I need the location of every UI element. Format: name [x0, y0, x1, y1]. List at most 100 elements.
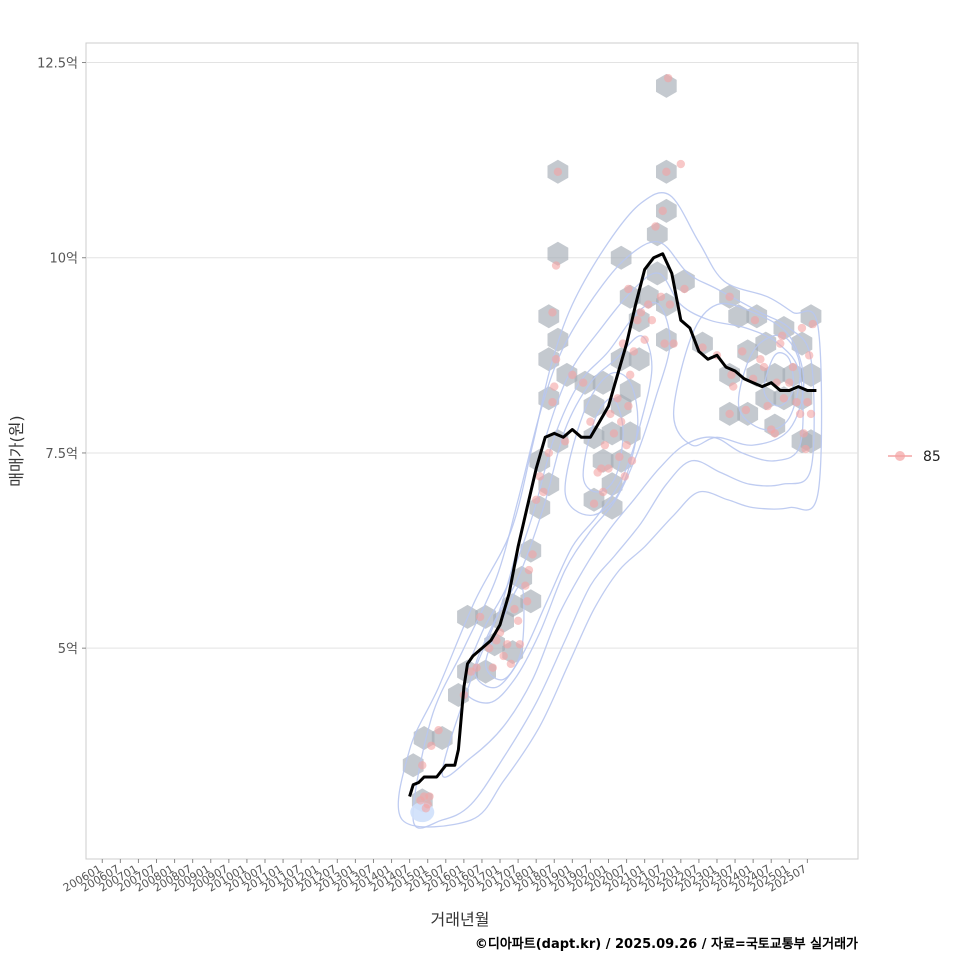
- data-point: [427, 741, 436, 750]
- data-point: [544, 448, 554, 458]
- data-point: [506, 659, 516, 668]
- data-point: [785, 378, 794, 387]
- data-point: [725, 292, 734, 301]
- data-point: [797, 323, 807, 333]
- hex-bin: [547, 241, 569, 266]
- data-point: [484, 643, 494, 653]
- contour-7: [564, 371, 639, 517]
- contour-5: [474, 335, 653, 689]
- contour-1: [397, 192, 823, 828]
- data-point: [578, 378, 588, 387]
- data-point: [725, 409, 734, 419]
- data-point: [418, 761, 427, 770]
- data-point: [804, 351, 814, 360]
- data-point: [524, 565, 534, 575]
- data-point: [551, 261, 561, 270]
- data-point: [676, 159, 686, 169]
- data-point: [510, 604, 519, 614]
- data-point: [515, 640, 525, 649]
- y-axis-title: 매매가(원): [7, 415, 26, 486]
- data-point: [627, 456, 637, 465]
- data-point: [763, 401, 772, 411]
- data-point: [777, 331, 787, 341]
- data-point: [750, 316, 760, 325]
- data-point: [616, 417, 626, 426]
- data-point: [425, 792, 434, 801]
- data-point: [548, 397, 557, 407]
- hex-bin: [592, 370, 614, 395]
- data-point: [622, 440, 631, 450]
- data-point: [528, 550, 537, 559]
- scatter-points: [416, 73, 818, 813]
- data-point: [656, 292, 666, 301]
- data-point: [629, 347, 639, 356]
- data-point: [633, 316, 642, 325]
- data-point: [434, 725, 443, 735]
- data-point: [613, 394, 622, 403]
- hex-bin: [475, 604, 496, 629]
- hex-bin: [800, 362, 822, 387]
- data-point: [806, 409, 816, 419]
- data-point: [741, 405, 751, 415]
- data-point: [640, 335, 649, 344]
- data-point: [472, 663, 481, 672]
- data-point: [795, 409, 805, 419]
- data-point: [423, 800, 432, 809]
- data-point: [665, 300, 675, 309]
- data-point: [521, 581, 530, 590]
- data-point: [604, 464, 613, 473]
- y-axis-ticks: 5억 7.5억 10억 12.5억: [37, 57, 86, 657]
- data-point: [550, 382, 559, 391]
- hex-bin: [601, 472, 623, 497]
- contour-2: [412, 241, 815, 829]
- hex-bin: [547, 327, 569, 352]
- data-point: [779, 394, 789, 403]
- data-point: [548, 308, 557, 317]
- data-point: [756, 355, 765, 364]
- data-point: [729, 382, 738, 391]
- data-point: [560, 437, 570, 446]
- data-point: [647, 316, 657, 325]
- data-point: [539, 487, 548, 497]
- data-point: [776, 339, 785, 348]
- data-point: [651, 222, 660, 231]
- data-point: [606, 409, 615, 419]
- data-point: [551, 355, 561, 364]
- contour-9: [672, 302, 805, 447]
- legend: 85: [888, 449, 941, 465]
- hex-bin: [583, 425, 605, 450]
- data-point: [801, 444, 810, 454]
- data-point: [503, 640, 512, 649]
- data-point: [808, 319, 818, 329]
- data-point: [513, 616, 523, 626]
- data-point: [669, 339, 678, 348]
- data-point: [658, 206, 667, 216]
- caption: ©디아파트(dapt.kr) / 2025.09.26 / 자료=국토교통부 실…: [475, 936, 858, 952]
- data-point: [770, 429, 780, 438]
- data-point: [488, 663, 497, 672]
- data-point: [475, 612, 485, 622]
- trend-line: [408, 252, 817, 797]
- hex-bin: [737, 339, 759, 364]
- plot-panel: [85, 42, 859, 860]
- data-point: [792, 397, 801, 407]
- data-point: [620, 472, 629, 481]
- y-tick-label: 7.5억: [45, 447, 78, 462]
- hex-bin: [601, 495, 623, 520]
- hex-bin: [728, 304, 750, 329]
- y-tick-label: 5억: [58, 642, 78, 657]
- data-point: [597, 464, 606, 473]
- data-point: [799, 429, 808, 438]
- moving-average-line: [408, 252, 817, 797]
- data-point: [499, 651, 508, 661]
- data-point: [586, 417, 595, 426]
- data-point: [598, 487, 608, 497]
- y-tick-label: 12.5억: [37, 57, 78, 72]
- data-point: [625, 370, 635, 380]
- data-point: [568, 370, 577, 380]
- x-axis-title: 거래년월: [431, 910, 490, 929]
- data-point: [759, 362, 769, 372]
- contour-11: [763, 352, 795, 407]
- data-point: [662, 167, 671, 177]
